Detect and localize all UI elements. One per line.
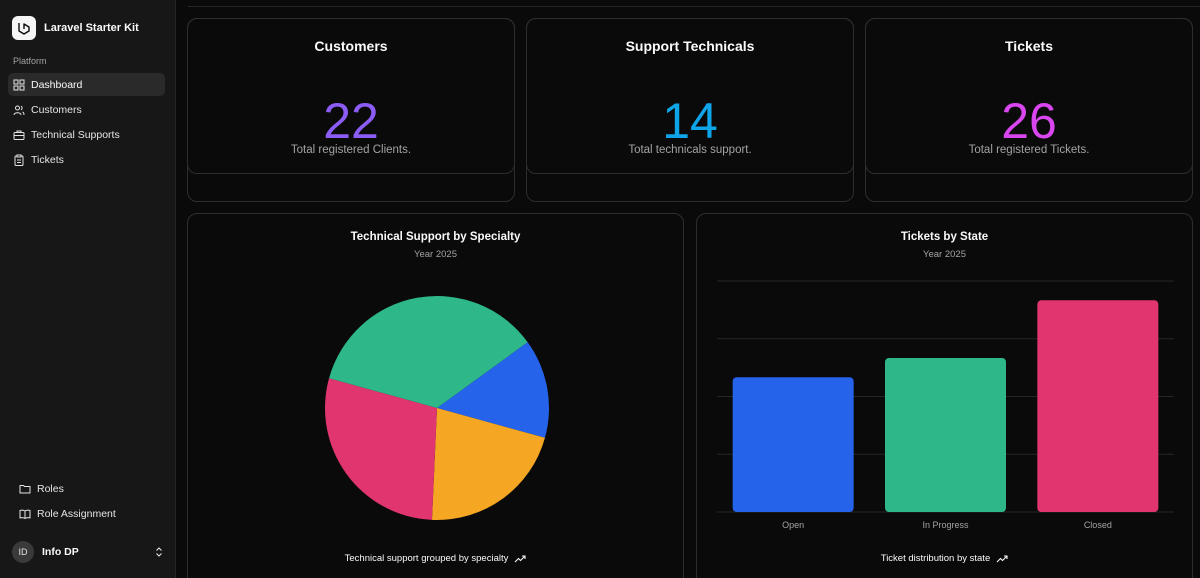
users-icon bbox=[13, 105, 25, 115]
bar-chart-card: Tickets by State Year 2025 Open In Progre… bbox=[696, 213, 1193, 578]
stat-description: Total technicals support. bbox=[628, 144, 752, 156]
app-name: Laravel Starter Kit bbox=[44, 22, 139, 34]
secondary-nav: Roles Role Assignment bbox=[14, 477, 164, 527]
grid-icon bbox=[13, 79, 25, 90]
brand[interactable]: Laravel Starter Kit bbox=[12, 16, 139, 40]
chevron-up-down-icon bbox=[156, 547, 162, 557]
x-tick-label: Open bbox=[782, 520, 804, 530]
sidebar-item-label: Customers bbox=[31, 103, 82, 116]
bar-in-progress[interactable] bbox=[885, 358, 1006, 512]
stat-card-panel: Customers 22 Total registered Clients. bbox=[187, 18, 515, 174]
trending-up-icon bbox=[514, 554, 526, 562]
trending-up-icon bbox=[996, 554, 1008, 562]
chart-footer-text: Ticket distribution by state bbox=[880, 553, 991, 564]
user-name: Info DP bbox=[42, 546, 79, 558]
sidebar: Laravel Starter Kit Platform Dashboard C… bbox=[0, 0, 176, 578]
chart-footer: Ticket distribution by state bbox=[697, 553, 1192, 564]
stat-title: Customers bbox=[314, 38, 388, 54]
briefcase-icon bbox=[13, 130, 25, 140]
x-tick-label: In Progress bbox=[922, 520, 969, 530]
sidebar-item-label: Tickets bbox=[31, 153, 64, 166]
sidebar-item-label: Dashboard bbox=[31, 78, 83, 91]
pie-slice-3[interactable] bbox=[329, 296, 528, 408]
stat-card-support-technicals: Support Technicals 14 Total technicals s… bbox=[526, 18, 854, 202]
stat-title: Tickets bbox=[1005, 38, 1053, 54]
avatar: ID bbox=[12, 541, 34, 563]
stat-description: Total registered Tickets. bbox=[968, 144, 1090, 156]
pie-slice-0[interactable] bbox=[437, 342, 549, 438]
chart-footer: Technical support grouped by specialty bbox=[188, 553, 683, 564]
pie-slice-2[interactable] bbox=[325, 378, 437, 520]
chart-title: Tickets by State bbox=[900, 231, 989, 243]
sidebar-item-tickets[interactable]: Tickets bbox=[8, 148, 165, 171]
sidebar-item-technical-supports[interactable]: Technical Supports bbox=[8, 123, 165, 146]
chart-title: Technical Support by Specialty bbox=[350, 231, 521, 243]
stat-value: 26 bbox=[1001, 93, 1057, 149]
chart-subtitle: Year 2025 bbox=[414, 249, 457, 260]
stat-card-customers: Customers 22 Total registered Clients. bbox=[187, 18, 515, 202]
sidebar-item-label: Roles bbox=[37, 482, 64, 495]
stat-card-panel: Support Technicals 14 Total technicals s… bbox=[526, 18, 854, 174]
sidebar-item-label: Role Assignment bbox=[37, 507, 116, 520]
nav-group-label: Platform bbox=[13, 56, 47, 66]
main-nav: Dashboard Customers Technical Supports T… bbox=[8, 73, 165, 173]
stat-value: 22 bbox=[323, 93, 379, 149]
sidebar-item-role-assignment[interactable]: Role Assignment bbox=[14, 502, 164, 525]
stat-title: Support Technicals bbox=[625, 38, 755, 54]
chart-footer-text: Technical support grouped by specialty bbox=[344, 553, 509, 564]
laravel-logo-icon bbox=[12, 16, 36, 40]
pie-chart bbox=[325, 296, 549, 520]
stat-card-tickets: Tickets 26 Total registered Tickets. bbox=[865, 18, 1193, 202]
bar-chart: Open In Progress Closed bbox=[717, 280, 1174, 530]
stat-value: 14 bbox=[662, 93, 718, 149]
chart-subtitle: Year 2025 bbox=[923, 249, 966, 260]
sidebar-item-dashboard[interactable]: Dashboard bbox=[8, 73, 165, 96]
clipboard-icon bbox=[14, 154, 24, 166]
bar-closed[interactable] bbox=[1037, 300, 1159, 512]
stat-card-panel: Tickets 26 Total registered Tickets. bbox=[865, 18, 1193, 174]
sidebar-item-label: Technical Supports bbox=[31, 128, 120, 141]
book-icon bbox=[19, 509, 31, 519]
sidebar-item-roles[interactable]: Roles bbox=[14, 477, 164, 500]
pie-chart-card: Technical Support by Specialty Year 2025… bbox=[187, 213, 684, 578]
folder-icon bbox=[19, 484, 31, 493]
stat-description: Total registered Clients. bbox=[290, 144, 412, 156]
user-menu[interactable]: ID Info DP bbox=[12, 541, 164, 563]
x-tick-label: Closed bbox=[1084, 520, 1112, 530]
pie-slice-1[interactable] bbox=[431, 408, 545, 520]
header-divider bbox=[188, 6, 1200, 7]
bar-open[interactable] bbox=[732, 377, 854, 512]
sidebar-item-customers[interactable]: Customers bbox=[8, 98, 165, 121]
